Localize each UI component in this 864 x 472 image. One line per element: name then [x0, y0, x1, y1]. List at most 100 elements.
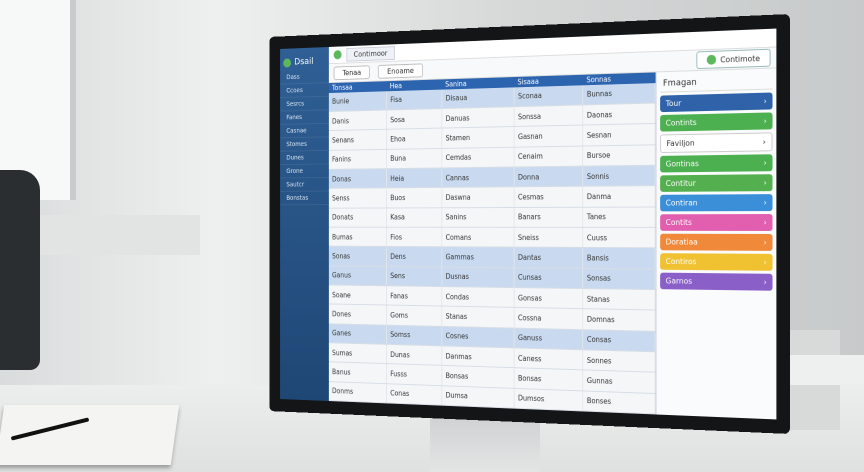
table-cell: Banars: [514, 206, 583, 228]
panel-button[interactable]: Contiros ›: [660, 253, 773, 271]
table-cell: Sconaa: [514, 85, 583, 107]
sidebar: Dsail Dass Ccoes Sesrcs Fanes Casnae Stomes Du…: [280, 46, 329, 402]
table-cell: Bonses: [582, 390, 656, 414]
panel-button-label: Gontinas: [665, 159, 699, 169]
logo-icon: [283, 57, 292, 68]
chair: [0, 170, 40, 370]
table-cell: Domnas: [582, 308, 656, 331]
table-body: Bunie Fisa Disaua Sconaa Bunnas Danis Sosa Danu…: [328, 83, 656, 414]
panel-button[interactable]: Contiran ›: [660, 194, 773, 212]
table-cell: Dens: [386, 246, 442, 267]
sidebar-item[interactable]: Ccoes: [280, 83, 329, 99]
panel-button[interactable]: Contits ›: [660, 214, 773, 231]
table-cell: Bunie: [328, 91, 387, 112]
panel-button-label: Contiros: [665, 257, 697, 267]
table-cell: Fanins: [328, 149, 387, 170]
table-cell: Danis: [328, 109, 387, 131]
sidebar-item[interactable]: Stomes: [280, 137, 329, 152]
table-cell: Sonnis: [582, 165, 656, 187]
table-cell: Bunnas: [582, 83, 656, 105]
table-cell: Stanas: [582, 288, 656, 311]
table-cell: Daswna: [441, 187, 515, 208]
tab[interactable]: Contimoor: [346, 45, 395, 62]
panel-title: Fmagan: [660, 72, 773, 93]
table-cell: Sonsas: [582, 268, 656, 290]
table-cell: Gammas: [441, 246, 515, 268]
sidebar-item[interactable]: Fanes: [280, 110, 329, 125]
app-icon: [333, 50, 342, 60]
chevron: ›: [763, 158, 767, 168]
table-cell: Sonssa: [514, 104, 583, 127]
action-icon: [707, 54, 717, 65]
logo: Dsail: [280, 52, 329, 71]
sidebar-item[interactable]: Sesrcs: [280, 96, 329, 112]
table-cell: Disaua: [441, 87, 515, 109]
chevron: ›: [763, 116, 767, 126]
table-cell: Fanas: [386, 285, 442, 307]
table-cell: Dantas: [514, 247, 583, 269]
sidebar-item[interactable]: Sautcr: [280, 177, 329, 192]
table-cell: Dusnas: [441, 266, 515, 288]
table-cell: Ganus: [328, 265, 387, 286]
panel-button-label: Contitur: [665, 178, 696, 188]
sidebar-item[interactable]: Casnae: [280, 123, 329, 139]
search-field[interactable]: Tenaa: [333, 64, 371, 80]
table-cell: Cossna: [514, 307, 583, 330]
panel-button-label: Tour: [665, 98, 682, 109]
table-cell: Donna: [514, 166, 583, 188]
table-cell: Dumsa: [441, 385, 515, 409]
panel-button[interactable]: Garnos ›: [660, 272, 773, 291]
table-cell: Stamen: [441, 126, 515, 149]
right-panel: Fmagan Tour › Contints › Faviljon › Gontinas › C…: [655, 68, 777, 420]
table-row[interactable]: Donats Kasa Sanins Banars Tanes: [328, 206, 656, 228]
sidebar-item[interactable]: Bonstas: [280, 191, 329, 206]
table-row[interactable]: Bumas Fios Comans Sneiss Cuuss: [328, 227, 656, 249]
logo-text: Dsail: [294, 56, 314, 68]
chevron: ›: [763, 178, 767, 188]
panel-button[interactable]: Contitur ›: [660, 174, 773, 192]
table-cell: Daonas: [582, 102, 656, 126]
table-cell: Donats: [328, 207, 387, 228]
action-button[interactable]: Contimote: [696, 48, 771, 70]
table-cell: Dumsos: [514, 387, 583, 412]
table-cell: Sonas: [328, 246, 387, 267]
table-cell: Sanins: [441, 207, 515, 228]
table-cell: Donms: [328, 381, 387, 403]
panel-button[interactable]: Doratiaa ›: [660, 233, 773, 251]
chevron: ›: [763, 96, 767, 106]
panel-button[interactable]: Contints ›: [660, 112, 773, 132]
table-cell: Buna: [386, 148, 442, 169]
table-cell: Sens: [386, 266, 442, 287]
table-cell: Sneiss: [514, 227, 583, 248]
table-cell: Danma: [582, 185, 656, 207]
table-row[interactable]: Senss Buos Daswna Cesmas Danma: [328, 185, 656, 208]
table-cell: Bonsas: [441, 365, 515, 388]
panel-button[interactable]: Faviljon ›: [660, 132, 773, 153]
table-cell: Donas: [328, 168, 387, 189]
table-cell: Caness: [514, 347, 583, 371]
table-cell: Cuuss: [582, 227, 656, 249]
filter-field[interactable]: Enoame: [378, 62, 424, 79]
sidebar-item[interactable]: Grone: [280, 164, 329, 179]
table-cell: Ehoa: [386, 128, 442, 150]
table-cell: Dunas: [386, 344, 442, 366]
chevron: ›: [763, 237, 767, 247]
keyboard: [790, 355, 864, 385]
panel-button-label: Faviljon: [666, 138, 695, 149]
table-row[interactable]: Donas Heia Cannas Donna Sonnis: [328, 165, 656, 189]
table-cell: Cannas: [441, 166, 515, 188]
table-cell: Cosnes: [441, 326, 515, 348]
table-cell: Gonsas: [514, 287, 583, 309]
table-cell: Danmas: [441, 345, 515, 368]
content: Tonsaa Hea Sanina Sisaaa Sonnas Bunie Fisa Disa…: [328, 68, 777, 420]
table-cell: Senans: [328, 129, 387, 151]
panel-button[interactable]: Tour ›: [660, 92, 773, 113]
action-label: Contimote: [720, 53, 760, 64]
chevron: ›: [762, 137, 766, 147]
table-cell: Buos: [386, 187, 442, 208]
panel-button-label: Doratiaa: [665, 237, 698, 247]
sidebar-item[interactable]: Dunes: [280, 150, 329, 166]
table-cell: Tanes: [582, 206, 656, 228]
panel-button[interactable]: Gontinas ›: [660, 154, 773, 173]
